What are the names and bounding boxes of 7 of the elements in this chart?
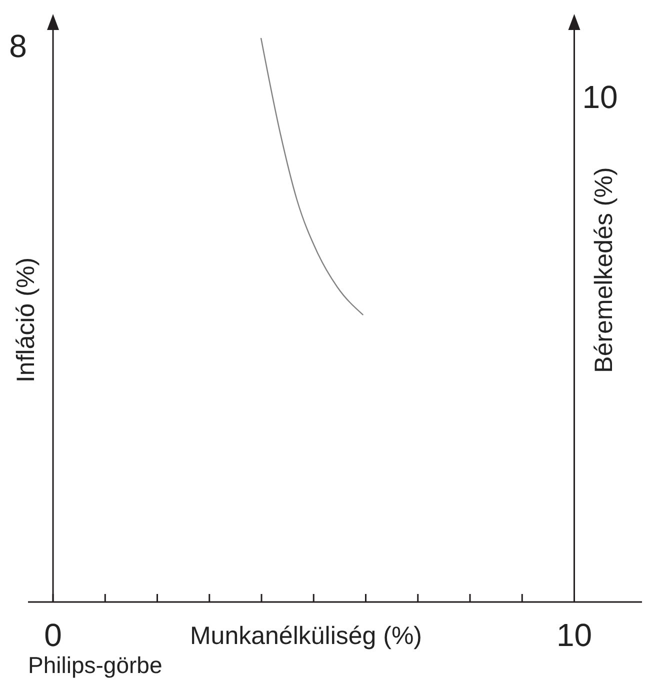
annotation: 10 xyxy=(582,79,618,115)
y2-axis-title: Béremelkedés (%) xyxy=(590,167,618,373)
x-tick-label: 0 xyxy=(44,617,62,654)
text: Philips-görbe xyxy=(28,652,162,678)
y-axis-title: Infláció (%) xyxy=(12,257,40,383)
text: 8 xyxy=(9,28,27,64)
x-axis-title: Munkanélküliség (%) xyxy=(190,622,422,650)
